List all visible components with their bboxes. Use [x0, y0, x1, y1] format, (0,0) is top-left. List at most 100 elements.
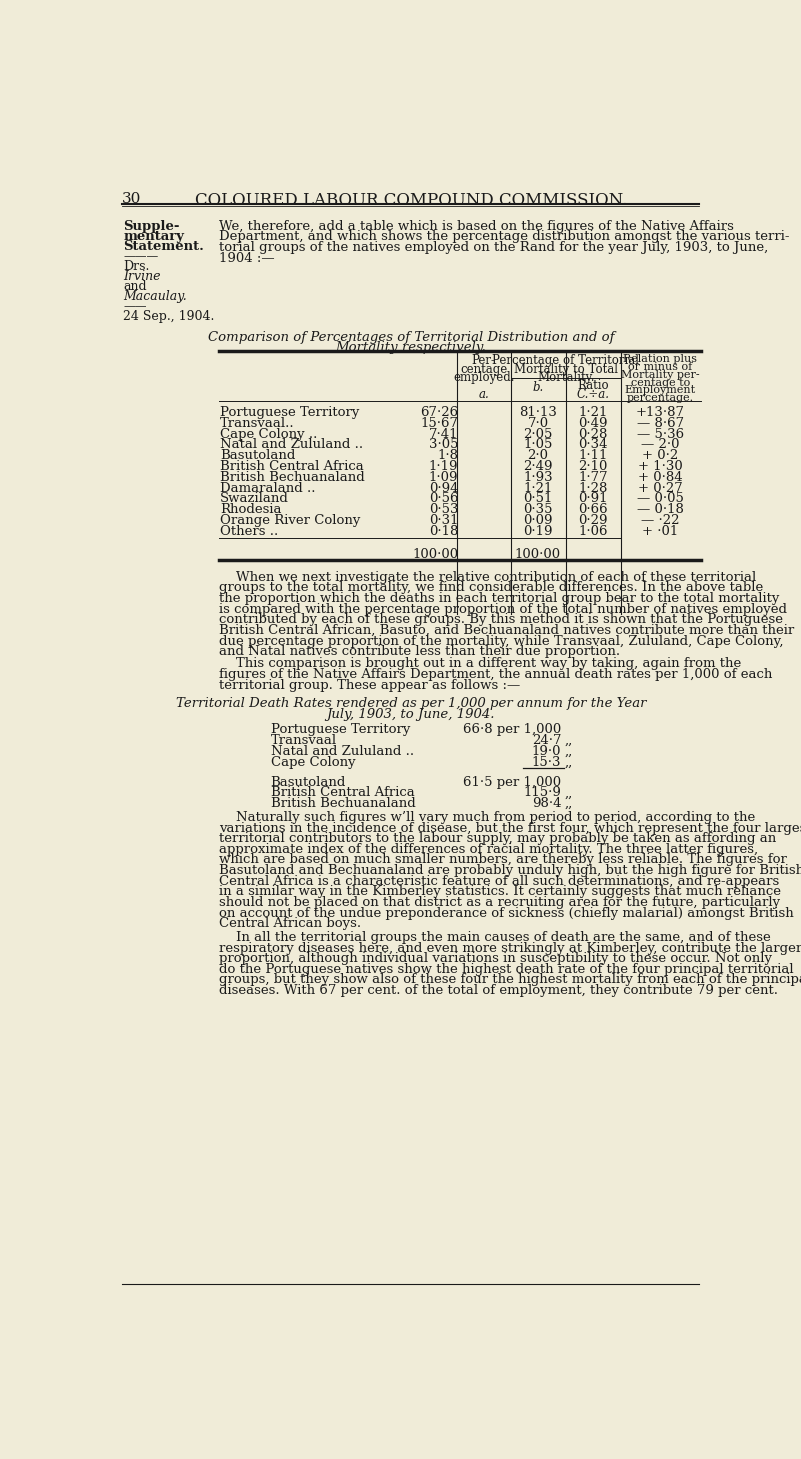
Text: Others ..: Others ..: [220, 525, 279, 538]
Text: 0·29: 0·29: [578, 514, 608, 527]
Text: — 2·0: — 2·0: [641, 438, 680, 451]
Text: in a similar way in the Kimberley statistics. It certainly suggests that much re: in a similar way in the Kimberley statis…: [219, 886, 781, 899]
Text: approximate index of the differences of racial mortality. The three latter figur: approximate index of the differences of …: [219, 843, 758, 856]
Text: Rhodesia: Rhodesia: [220, 503, 282, 516]
Text: 1·09: 1·09: [429, 471, 458, 484]
Text: torial groups of the natives employed on the Rand for the year July, 1903, to Ju: torial groups of the natives employed on…: [219, 241, 768, 254]
Text: 0·18: 0·18: [429, 525, 458, 538]
Text: percentage.: percentage.: [627, 392, 694, 403]
Text: centage: centage: [460, 363, 507, 376]
Text: Naturally such figures w’ll vary much from period to period, according to the: Naturally such figures w’ll vary much fr…: [219, 811, 755, 824]
Text: 1·21: 1·21: [523, 481, 553, 495]
Text: Relation plus: Relation plus: [623, 355, 698, 365]
Text: 98·4: 98·4: [532, 797, 562, 810]
Text: 0·35: 0·35: [523, 503, 553, 516]
Text: 66·8 per 1,000: 66·8 per 1,000: [463, 724, 562, 737]
Text: diseases. With 67 per cent. of the total of employment, they contribute 79 per c: diseases. With 67 per cent. of the total…: [219, 983, 778, 996]
Text: 19·0: 19·0: [532, 744, 562, 757]
Text: 0·31: 0·31: [429, 514, 458, 527]
Text: Swaziland: Swaziland: [220, 492, 289, 505]
Text: Central Africa is a characteristic feature of all such determinations, and re-ap: Central Africa is a characteristic featu…: [219, 875, 779, 887]
Text: ,,: ,,: [565, 786, 573, 800]
Text: 1·05: 1·05: [523, 438, 553, 451]
Text: mentary: mentary: [123, 229, 184, 242]
Text: We, therefore, add a table which is based on the figures of the Native Affairs: We, therefore, add a table which is base…: [219, 220, 734, 233]
Text: 1·93: 1·93: [523, 471, 553, 484]
Text: ——: ——: [123, 299, 147, 312]
Text: — 8·67: — 8·67: [637, 417, 684, 430]
Text: 0·28: 0·28: [578, 427, 608, 441]
Text: do the Portuguese natives show the highest death rate of the four principal terr: do the Portuguese natives show the highe…: [219, 963, 793, 976]
Text: When we next investigate the relative contribution of each of these territorial: When we next investigate the relative co…: [219, 570, 756, 584]
Text: 0·66: 0·66: [578, 503, 608, 516]
Text: Irvine: Irvine: [123, 270, 161, 283]
Text: + 0·27: + 0·27: [638, 481, 682, 495]
Text: 1904 :—: 1904 :—: [219, 251, 274, 264]
Text: 0·94: 0·94: [429, 481, 458, 495]
Text: British Bechuanaland: British Bechuanaland: [220, 471, 365, 484]
Text: respiratory diseases here, and even more strikingly at Kimberley, contribute the: respiratory diseases here, and even more…: [219, 941, 801, 954]
Text: 24·7: 24·7: [532, 734, 562, 747]
Text: 100·00: 100·00: [412, 547, 458, 560]
Text: 15·3: 15·3: [532, 756, 562, 769]
Text: 1·77: 1·77: [578, 471, 608, 484]
Text: a.: a.: [478, 388, 489, 401]
Text: Damaraland ..: Damaraland ..: [220, 481, 316, 495]
Text: 0·51: 0·51: [523, 492, 553, 505]
Text: British Central Africa: British Central Africa: [220, 460, 364, 473]
Text: Basutoland and Bechuanaland are probably unduly high, but the high figure for Br: Basutoland and Bechuanaland are probably…: [219, 864, 801, 877]
Text: Comparison of Percentages of Territorial Distribution and of: Comparison of Percentages of Territorial…: [207, 331, 614, 344]
Text: Orange River Colony: Orange River Colony: [220, 514, 360, 527]
Text: Natal and Zululand ..: Natal and Zululand ..: [220, 438, 364, 451]
Text: 1·06: 1·06: [578, 525, 608, 538]
Text: Mortality to Total: Mortality to Total: [514, 363, 618, 376]
Text: should not be placed on that district as a recruiting area for the future, parti: should not be placed on that district as…: [219, 896, 780, 909]
Text: Mortality.: Mortality.: [537, 372, 594, 384]
Text: Department, and which shows the percentage distribution amongst the various terr: Department, and which shows the percenta…: [219, 231, 789, 244]
Text: figures of the Native Affairs Department, the annual death rates per 1,000 of ea: figures of the Native Affairs Department…: [219, 668, 772, 681]
Text: 24 Sep., 1904.: 24 Sep., 1904.: [123, 309, 215, 322]
Text: British Central Africa: British Central Africa: [271, 786, 414, 800]
Text: Per-: Per-: [472, 355, 496, 368]
Text: is compared with the percentage proportion of the total number of natives employ: is compared with the percentage proporti…: [219, 603, 787, 616]
Text: the proportion which the deaths in each territorial group bear to the total mort: the proportion which the deaths in each …: [219, 592, 779, 605]
Text: 7·41: 7·41: [429, 427, 458, 441]
Text: Ratio: Ratio: [578, 379, 609, 392]
Text: Statement.: Statement.: [123, 239, 204, 252]
Text: Drs.: Drs.: [123, 260, 150, 273]
Text: Cape Colony: Cape Colony: [271, 756, 356, 769]
Text: ,,: ,,: [565, 756, 573, 769]
Text: British Central African, Basuto, and Bechuanaland natives contribute more than t: British Central African, Basuto, and Bec…: [219, 624, 794, 638]
Text: groups, but they show also of these four the highest mortality from each of the : groups, but they show also of these four…: [219, 973, 801, 986]
Text: centage to: centage to: [631, 378, 690, 388]
Text: 2·0: 2·0: [528, 449, 549, 463]
Text: Employment: Employment: [625, 385, 696, 395]
Text: territorial group. These appear as follows :—: territorial group. These appear as follo…: [219, 678, 520, 692]
Text: 0·91: 0·91: [578, 492, 608, 505]
Text: 0·19: 0·19: [523, 525, 553, 538]
Text: 15·67: 15·67: [421, 417, 458, 430]
Text: Mortality respectively.: Mortality respectively.: [336, 341, 486, 355]
Text: +13·87: +13·87: [636, 406, 685, 419]
Text: Transvaal: Transvaal: [271, 734, 336, 747]
Text: 115·9: 115·9: [523, 786, 562, 800]
Text: 2·05: 2·05: [523, 427, 553, 441]
Text: 3·05: 3·05: [429, 438, 458, 451]
Text: ———: ———: [123, 249, 159, 263]
Text: + 0·2: + 0·2: [642, 449, 678, 463]
Text: Percentage of Territorial: Percentage of Territorial: [493, 355, 639, 368]
Text: 0·34: 0·34: [578, 438, 608, 451]
Text: 0·56: 0·56: [429, 492, 458, 505]
Text: 1·11: 1·11: [578, 449, 608, 463]
Text: British Bechuanaland: British Bechuanaland: [271, 797, 416, 810]
Text: + 1·30: + 1·30: [638, 460, 682, 473]
Text: Supple-: Supple-: [123, 220, 180, 233]
Text: July, 1903, to June, 1904.: July, 1903, to June, 1904.: [327, 708, 495, 721]
Text: COLOURED LABOUR COMPOUND COMMISSION.: COLOURED LABOUR COMPOUND COMMISSION.: [195, 193, 627, 209]
Text: 7·0: 7·0: [527, 417, 549, 430]
Text: due percentage proportion of the mortality, while Transvaal, Zululand, Cape Colo: due percentage proportion of the mortali…: [219, 635, 783, 648]
Text: Territorial Death Rates rendered as per 1,000 per annum for the Year: Territorial Death Rates rendered as per …: [175, 697, 646, 711]
Text: Mortality per-: Mortality per-: [621, 371, 700, 379]
Text: 81·13: 81·13: [519, 406, 557, 419]
Text: 2·49: 2·49: [523, 460, 553, 473]
